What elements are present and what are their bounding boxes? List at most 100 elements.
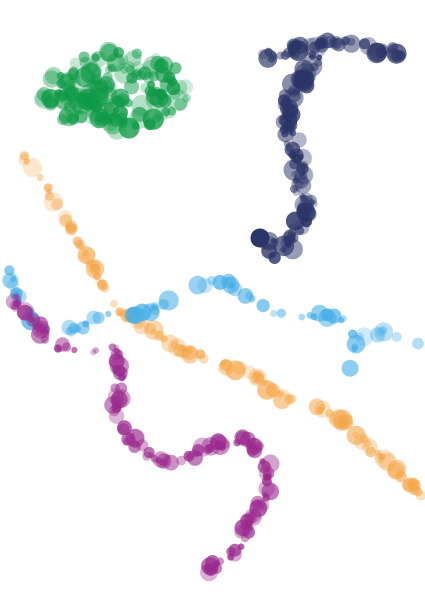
blue-trail-bubble: [64, 327, 73, 335]
green-cluster-bubble: [178, 79, 193, 95]
orange-trail-bubble: [374, 452, 386, 463]
purple-trail-bubble: [159, 458, 168, 467]
green-cluster: [34, 41, 193, 140]
orange-trail-bubble: [354, 433, 371, 450]
blue-trail-bubble: [412, 337, 424, 350]
purple-trail-bubble: [121, 432, 135, 446]
navy-trail-bubble: [303, 219, 312, 228]
orange-trail-bubble: [90, 263, 100, 273]
green-cluster-bubble: [169, 89, 181, 100]
green-cluster-bubble: [62, 78, 82, 97]
navy-trail-bubble: [273, 235, 295, 257]
orange-trail-bubble: [154, 330, 165, 341]
orange-trail-bubble: [185, 346, 194, 354]
navy-trail-bubble: [314, 58, 323, 67]
orange-trail-bubble: [265, 383, 280, 398]
green-cluster-bubble: [59, 93, 72, 105]
blue-trail-bubble: [11, 288, 18, 296]
purple-trail-bubble: [258, 480, 276, 497]
navy-trail-bubble: [342, 34, 361, 53]
blue-trail-bubble: [270, 309, 278, 318]
orange-trail-bubble: [180, 345, 199, 364]
purple-trail-bubble: [13, 300, 20, 307]
navy-trail-bubble: [346, 37, 356, 46]
navy-trail-bubble: [289, 151, 297, 160]
purple-trail-bubble: [40, 335, 50, 344]
orange-trail-bubble: [374, 449, 394, 469]
purple-trail-bubble: [30, 325, 50, 344]
green-cluster-bubble: [130, 70, 139, 79]
blue-trail-bubble: [68, 322, 80, 334]
green-cluster-bubble: [138, 66, 152, 80]
green-cluster-bubble: [131, 121, 140, 130]
orange-trail-bubble: [346, 425, 366, 445]
green-cluster-bubble: [155, 66, 172, 83]
purple-trail-bubble: [115, 382, 128, 395]
green-cluster-bubble: [78, 51, 90, 63]
blue-trail-bubble: [61, 319, 77, 336]
blue-trail: [2, 265, 424, 377]
purple-trail-bubble: [39, 329, 49, 339]
purple-trail-bubble: [243, 512, 256, 525]
purple-trail-bubble: [250, 444, 257, 451]
navy-trail-bubble: [300, 194, 308, 202]
purple-trail-bubble: [92, 347, 100, 354]
navy-trail-bubble: [291, 132, 307, 148]
blue-trail-bubble: [105, 310, 112, 318]
blue-trail-bubble: [276, 308, 287, 318]
navy-trail-bubble: [306, 194, 317, 206]
navy-trail-bubble: [311, 41, 320, 50]
purple-trail-bubble: [201, 557, 219, 575]
blue-trail-bubble: [12, 292, 23, 302]
navy-trail-bubble: [267, 54, 276, 63]
blue-trail-bubble: [86, 310, 101, 325]
blue-trail-bubble: [298, 313, 306, 321]
green-cluster-bubble: [94, 102, 117, 125]
blue-trail-bubble: [151, 302, 159, 309]
purple-trail: [5, 293, 280, 582]
green-cluster-bubble: [111, 95, 121, 105]
green-cluster-bubble: [124, 79, 140, 95]
orange-trail-bubble: [150, 328, 157, 335]
orange-trail-bubble: [43, 183, 53, 193]
green-cluster-bubble: [44, 67, 63, 85]
green-cluster-bubble: [126, 65, 136, 75]
navy-trail-bubble: [308, 198, 315, 205]
purple-trail-bubble: [13, 293, 20, 300]
purple-trail-bubble: [16, 302, 34, 320]
blue-trail-bubble: [13, 289, 20, 296]
green-cluster-bubble: [124, 50, 142, 67]
navy-trail-bubble: [264, 47, 273, 56]
purple-trail-bubble: [36, 323, 42, 330]
navy-trail-bubble: [283, 110, 294, 121]
navy-trail: [250, 32, 407, 264]
purple-trail-bubble: [117, 423, 130, 436]
purple-trail-bubble: [143, 446, 155, 459]
purple-trail-bubble: [257, 460, 271, 473]
purple-trail-bubble: [214, 441, 222, 450]
blue-trail-bubble: [391, 331, 402, 342]
navy-trail-bubble: [316, 34, 329, 46]
green-cluster-bubble: [84, 91, 103, 111]
green-cluster-bubble: [56, 79, 66, 89]
orange-trail-bubble: [198, 353, 209, 364]
green-cluster-bubble: [75, 91, 92, 109]
navy-trail-bubble: [316, 54, 323, 61]
blue-trail-bubble: [6, 278, 20, 291]
navy-trail-bubble: [289, 159, 300, 170]
green-cluster-bubble: [174, 98, 188, 111]
orange-trail-bubble: [43, 192, 64, 212]
blue-trail-bubble: [346, 334, 366, 354]
green-cluster-bubble: [141, 60, 160, 78]
green-cluster-bubble: [34, 90, 53, 109]
orange-trail-bubble: [23, 158, 42, 178]
orange-trail-bubble: [287, 394, 297, 404]
orange-trail-bubble: [144, 323, 156, 335]
purple-trail-bubble: [234, 438, 242, 446]
green-cluster-bubble: [91, 75, 102, 86]
orange-trail-bubble: [65, 223, 78, 236]
purple-trail-bubble: [262, 467, 275, 480]
green-cluster-bubble: [99, 41, 119, 62]
orange-trail-bubble: [36, 174, 44, 182]
green-cluster-bubble: [106, 53, 126, 72]
